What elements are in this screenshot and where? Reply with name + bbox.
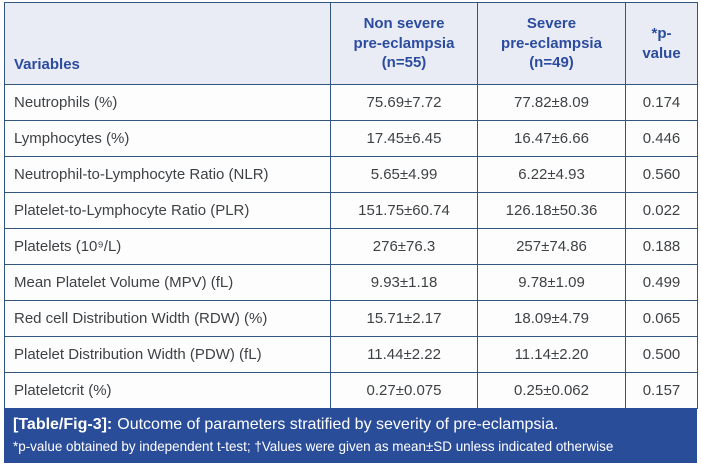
- table-row: Mean Platelet Volume (MPV) (fL) 9.93±1.18…: [4, 264, 698, 301]
- cell-nonsevere-value: 9.93±1.18: [330, 264, 478, 301]
- results-table: Variables Non severe pre-eclampsia (n=55…: [4, 2, 698, 409]
- cell-severe-value: 9.78±1.09: [477, 264, 626, 301]
- cell-severe-value: 126.18±50.36: [477, 192, 626, 229]
- caption-title-line: [Table/Fig-3]: Outcome of parameters stra…: [13, 415, 687, 435]
- cell-pvalue: 0.188: [625, 228, 698, 265]
- cell-severe-value: 0.25±0.062: [477, 372, 626, 409]
- cell-variable: Neutrophils (%): [4, 84, 331, 121]
- cell-variable: Lymphocytes (%): [4, 120, 331, 157]
- cell-pvalue: 0.560: [625, 156, 698, 193]
- cell-variable: Platelet Distribution Width (PDW) (fL): [4, 336, 331, 373]
- table-header: Variables Non severe pre-eclampsia (n=55…: [4, 2, 698, 85]
- table-row: Neutrophil-to-Lymphocyte Ratio (NLR) 5.65…: [4, 156, 698, 193]
- cell-pvalue: 0.157: [625, 372, 698, 409]
- cell-nonsevere-value: 17.45±6.45: [330, 120, 478, 157]
- cell-variable: Plateletcrit (%): [4, 372, 331, 409]
- cell-severe-value: 16.47±6.66: [477, 120, 626, 157]
- table-row: Neutrophils (%) 75.69±7.72 77.82±8.09 0.174: [4, 84, 698, 121]
- header-pvalue: *p- value: [625, 2, 698, 85]
- header-severe-group: Severe pre-eclampsia (n=49): [477, 2, 626, 85]
- header-nonsevere-group: Non severe pre-eclampsia (n=55): [330, 2, 478, 85]
- caption-label: [Table/Fig-3]:: [13, 416, 113, 433]
- table-row: Platelet-to-Lymphocyte Ratio (PLR) 151.75…: [4, 192, 698, 229]
- cell-severe-value: 77.82±8.09: [477, 84, 626, 121]
- table-body: Neutrophils (%) 75.69±7.72 77.82±8.09 0.174…: [4, 84, 698, 409]
- cell-variable: Platelet-to-Lymphocyte Ratio (PLR): [4, 192, 331, 229]
- cell-nonsevere-value: 15.71±2.17: [330, 300, 478, 337]
- header-row: Variables Non severe pre-eclampsia (n=55…: [4, 2, 698, 85]
- cell-variable: Platelets (10⁹/L): [4, 228, 331, 265]
- caption-bar: [Table/Fig-3]: Outcome of parameters stra…: [4, 408, 697, 463]
- cell-variable: Mean Platelet Volume (MPV) (fL): [4, 264, 331, 301]
- cell-pvalue: 0.065: [625, 300, 698, 337]
- cell-pvalue: 0.499: [625, 264, 698, 301]
- header-variables: Variables: [4, 2, 331, 85]
- table-row: Platelet Distribution Width (PDW) (fL) 11…: [4, 336, 698, 373]
- table-row: Plateletcrit (%) 0.27±0.075 0.25±0.062 0.15…: [4, 372, 698, 409]
- cell-pvalue: 0.446: [625, 120, 698, 157]
- cell-pvalue: 0.174: [625, 84, 698, 121]
- cell-variable: Neutrophil-to-Lymphocyte Ratio (NLR): [4, 156, 331, 193]
- table-row: Red cell Distribution Width (RDW) (%) 15.…: [4, 300, 698, 337]
- cell-severe-value: 6.22±4.93: [477, 156, 626, 193]
- caption-footnote: *p-value obtained by independent t-test;…: [13, 438, 614, 454]
- cell-severe-value: 18.09±4.79: [477, 300, 626, 337]
- cell-nonsevere-value: 151.75±60.74: [330, 192, 478, 229]
- cell-severe-value: 257±74.86: [477, 228, 626, 265]
- cell-pvalue: 0.500: [625, 336, 698, 373]
- cell-nonsevere-value: 75.69±7.72: [330, 84, 478, 121]
- table-row: Lymphocytes (%) 17.45±6.45 16.47±6.66 0.446: [4, 120, 698, 157]
- cell-pvalue: 0.022: [625, 192, 698, 229]
- cell-nonsevere-value: 276±76.3: [330, 228, 478, 265]
- cell-variable: Red cell Distribution Width (RDW) (%): [4, 300, 331, 337]
- cell-nonsevere-value: 0.27±0.075: [330, 372, 478, 409]
- cell-nonsevere-value: 5.65±4.99: [330, 156, 478, 193]
- cell-severe-value: 11.14±2.20: [477, 336, 626, 373]
- table-row: Platelets (10⁹/L) 276±76.3 257±74.86 0.188: [4, 228, 698, 265]
- cell-nonsevere-value: 11.44±2.22: [330, 336, 478, 373]
- caption-title: Outcome of parameters stratified by seve…: [117, 416, 559, 433]
